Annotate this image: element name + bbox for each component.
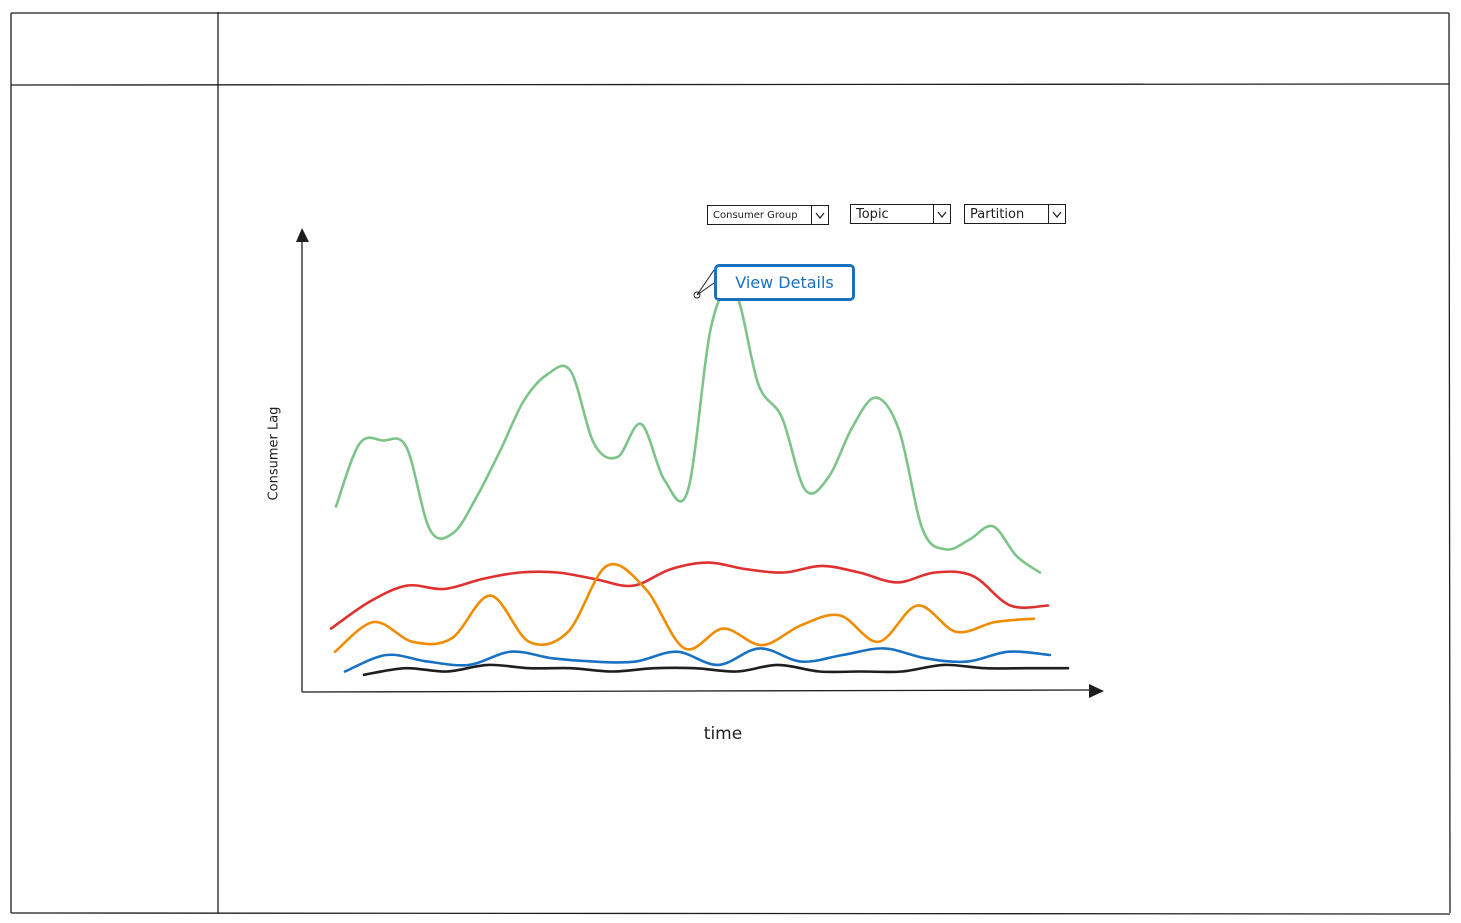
series-line-2[interactable] bbox=[329, 561, 1050, 630]
x-axis-arrow-icon bbox=[1089, 684, 1104, 698]
view-details-button[interactable]: View Details bbox=[714, 264, 855, 301]
topic-label: Topic bbox=[856, 206, 889, 222]
series-line-3[interactable] bbox=[333, 562, 1036, 653]
x-axis bbox=[301, 689, 1093, 693]
chevron-down-icon[interactable] bbox=[811, 206, 828, 224]
chevron-down-icon[interactable] bbox=[1048, 205, 1065, 223]
x-axis-label: time bbox=[703, 724, 743, 744]
outer-frame bbox=[10, 12, 1451, 915]
chevron-down-icon[interactable] bbox=[933, 205, 950, 223]
topic-dropdown[interactable]: Topic bbox=[850, 204, 951, 224]
callout-pointer bbox=[696, 269, 715, 296]
peak-marker[interactable] bbox=[693, 291, 701, 299]
y-axis-label: Consumer Lag bbox=[266, 406, 282, 501]
partition-dropdown[interactable]: Partition bbox=[964, 204, 1066, 224]
header-divider bbox=[10, 83, 1450, 86]
series-line-1[interactable] bbox=[334, 287, 1042, 574]
consumer-group-label: Consumer Group bbox=[713, 209, 798, 221]
partition-label: Partition bbox=[970, 206, 1025, 222]
chart-axes bbox=[296, 228, 1104, 698]
series-line-5[interactable] bbox=[362, 663, 1070, 677]
chart-series-layer bbox=[329, 287, 1070, 677]
series-line-4[interactable] bbox=[343, 647, 1052, 673]
consumer-group-dropdown[interactable]: Consumer Group bbox=[707, 205, 829, 225]
y-axis-arrow-icon bbox=[296, 228, 309, 242]
